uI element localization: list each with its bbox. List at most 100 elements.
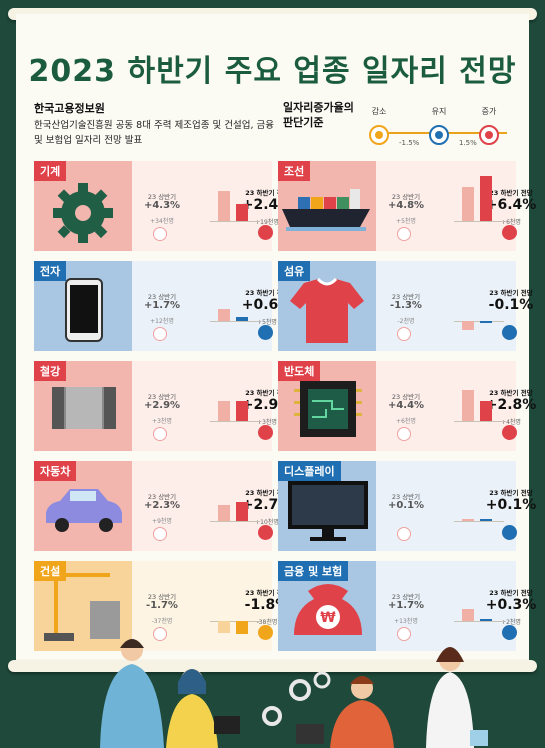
h1-sub: +3천명 bbox=[152, 418, 172, 425]
bar-baseline bbox=[210, 521, 260, 522]
h2-value: -0.1% bbox=[488, 297, 534, 313]
source-label: 한국고용정보원 bbox=[34, 102, 105, 115]
h1-label: 23 상반기 bbox=[147, 393, 177, 401]
phone-icon bbox=[65, 278, 103, 342]
card-info: 23 상반기 +4.8% +5천명 23 하반기 전망 +6.4% +6천명 bbox=[376, 161, 536, 251]
industry-name: 기계 bbox=[34, 161, 67, 181]
industry-card: 전자 23 상반기 +1.7% +12천명 23 하반기 전망 +0.6% +5천명 bbox=[34, 261, 292, 351]
h1-label: 23 상반기 bbox=[391, 593, 421, 601]
h1-bar bbox=[462, 519, 474, 521]
h1-bar bbox=[218, 504, 230, 521]
chip-icon bbox=[294, 381, 362, 437]
h1-label: 23 상반기 bbox=[147, 493, 177, 501]
h1-label: 23 상반기 bbox=[391, 193, 421, 201]
h1-value: -1.7% bbox=[146, 600, 178, 611]
h1-bar bbox=[462, 321, 474, 331]
bar-baseline bbox=[454, 221, 504, 222]
h1-trend-icon bbox=[153, 527, 167, 541]
h2-label: 23 하반기 전망 bbox=[489, 189, 533, 197]
h2-sub: +19천명 bbox=[255, 219, 279, 226]
industry-name: 디스플레이 bbox=[278, 461, 341, 481]
h2-trend-icon bbox=[502, 525, 517, 540]
industry-card: 기계 23 상반기 +4.3% +34천명 23 하반기 전망 +2.4% +19천명 bbox=[34, 161, 292, 251]
h2-sub: +10천명 bbox=[255, 519, 279, 526]
h2-label: 23 하반기 전망 bbox=[489, 389, 533, 397]
h2-value: +2.8% bbox=[485, 397, 537, 413]
industry-name: 반도체 bbox=[278, 361, 321, 381]
h1-value: +1.7% bbox=[143, 300, 181, 311]
card-illustration: 조선 bbox=[278, 161, 376, 251]
h2-trend-icon bbox=[258, 225, 273, 240]
bar-baseline bbox=[210, 221, 260, 222]
crane-icon bbox=[44, 573, 120, 641]
h1-trend-icon bbox=[397, 427, 411, 441]
criteria-label: 일자리증가율의 판단기준 bbox=[283, 101, 354, 129]
h2-sub: -38천명 bbox=[256, 619, 278, 626]
h2-value: +0.3% bbox=[485, 597, 537, 613]
h2-label: 23 하반기 전망 bbox=[489, 489, 533, 497]
industry-name: 섬유 bbox=[278, 261, 311, 281]
legend-high: 1.5% bbox=[459, 139, 477, 147]
card-illustration: 자동차 bbox=[34, 461, 132, 551]
increase-icon bbox=[479, 125, 499, 145]
h2-sub: +2천명 bbox=[501, 619, 521, 626]
h2-bar bbox=[480, 321, 492, 323]
h2-bar bbox=[236, 502, 248, 521]
h1-trend-icon bbox=[397, 327, 411, 341]
h1-bar bbox=[218, 309, 230, 321]
h1-value: +2.3% bbox=[143, 500, 181, 511]
h2-sub: +3천명 bbox=[257, 419, 277, 426]
h2-label: 23 하반기 전망 bbox=[245, 489, 289, 497]
industry-card: 철강 23 상반기 +2.9% +3천명 23 하반기 전망 +2.9% +3천명 bbox=[34, 361, 292, 451]
bar-baseline bbox=[454, 521, 504, 522]
h2-label: 23 하반기 전망 bbox=[489, 589, 533, 597]
bar-baseline bbox=[454, 621, 504, 622]
svg-text:₩: ₩ bbox=[320, 610, 336, 626]
h2-bar bbox=[480, 519, 492, 521]
h2-trend-icon bbox=[502, 325, 517, 340]
h2-trend-icon bbox=[502, 225, 517, 240]
card-info: 23 상반기 -1.3% -2천명 23 하반기 전망 -0.1% bbox=[376, 261, 533, 351]
h2-label: 23 하반기 전망 bbox=[245, 389, 289, 397]
h1-label: 23 상반기 bbox=[147, 293, 177, 301]
h1-sub: -2천명 bbox=[397, 318, 415, 325]
card-info: 23 상반기 +1.7% +13천명 23 하반기 전망 +0.3% +2천명 bbox=[376, 561, 536, 651]
h1-value: +4.8% bbox=[387, 200, 425, 211]
h1-trend-icon bbox=[153, 327, 167, 341]
h2-sub: +6천명 bbox=[501, 219, 521, 226]
h2-label: 23 하반기 전망 bbox=[489, 289, 533, 297]
industry-card: 조선 23 상반기 +4.8% +5천명 23 하반기 전망 +6.4% +6천명 bbox=[278, 161, 536, 251]
shirt-icon bbox=[290, 277, 364, 343]
industry-name: 철강 bbox=[34, 361, 67, 381]
h1-bar bbox=[218, 400, 230, 421]
industry-card: 자동차 23 상반기 +2.3% +9천명 23 하반기 전망 +2.7% +10천명 bbox=[34, 461, 292, 551]
h1-sub: +12천명 bbox=[150, 318, 174, 325]
h1-value: +4.3% bbox=[143, 200, 181, 211]
industry-name: 금융 및 보험 bbox=[278, 561, 349, 581]
h2-bar bbox=[480, 401, 492, 421]
industry-name: 자동차 bbox=[34, 461, 77, 481]
h1-value: +0.1% bbox=[387, 500, 425, 511]
card-info: 23 상반기 +2.3% +9천명 23 하반기 전망 +2.7% +10천명 bbox=[132, 461, 292, 551]
h1-trend-icon bbox=[397, 627, 411, 641]
monitor-icon bbox=[288, 481, 368, 541]
h1-label: 23 상반기 bbox=[391, 493, 421, 501]
h1-label: 23 상반기 bbox=[391, 393, 421, 401]
moneybag-icon: ₩ bbox=[294, 584, 362, 635]
card-info: 23 상반기 +4.4% +6천명 23 하반기 전망 +2.8% +4천명 bbox=[376, 361, 536, 451]
criteria-legend: 감소 유지 증가 -1.5% 1.5% bbox=[365, 106, 515, 156]
industry-card: 섬유 23 상반기 -1.3% -2천명 23 하반기 전망 -0.1% bbox=[278, 261, 533, 351]
h1-bar bbox=[462, 609, 474, 621]
h1-trend-icon bbox=[153, 227, 167, 241]
h1-label: 23 상반기 bbox=[147, 593, 177, 601]
h2-bar bbox=[236, 400, 248, 421]
card-info: 23 상반기 +4.3% +34천명 23 하반기 전망 +2.4% +19천명 bbox=[132, 161, 292, 251]
card-illustration: 디스플레이 bbox=[278, 461, 376, 551]
h2-value: +0.1% bbox=[485, 497, 537, 513]
h2-bar bbox=[480, 176, 492, 221]
h1-trend-icon bbox=[397, 227, 411, 241]
steel-icon bbox=[52, 387, 116, 429]
legend-maintain: 유지 bbox=[431, 107, 447, 116]
card-illustration: ₩ 금융 및 보험 bbox=[278, 561, 376, 651]
description: 한국산업기술진흥원 공동 8대 주력 제조업종 및 건설업, 금융 및 보험업 … bbox=[34, 120, 274, 146]
